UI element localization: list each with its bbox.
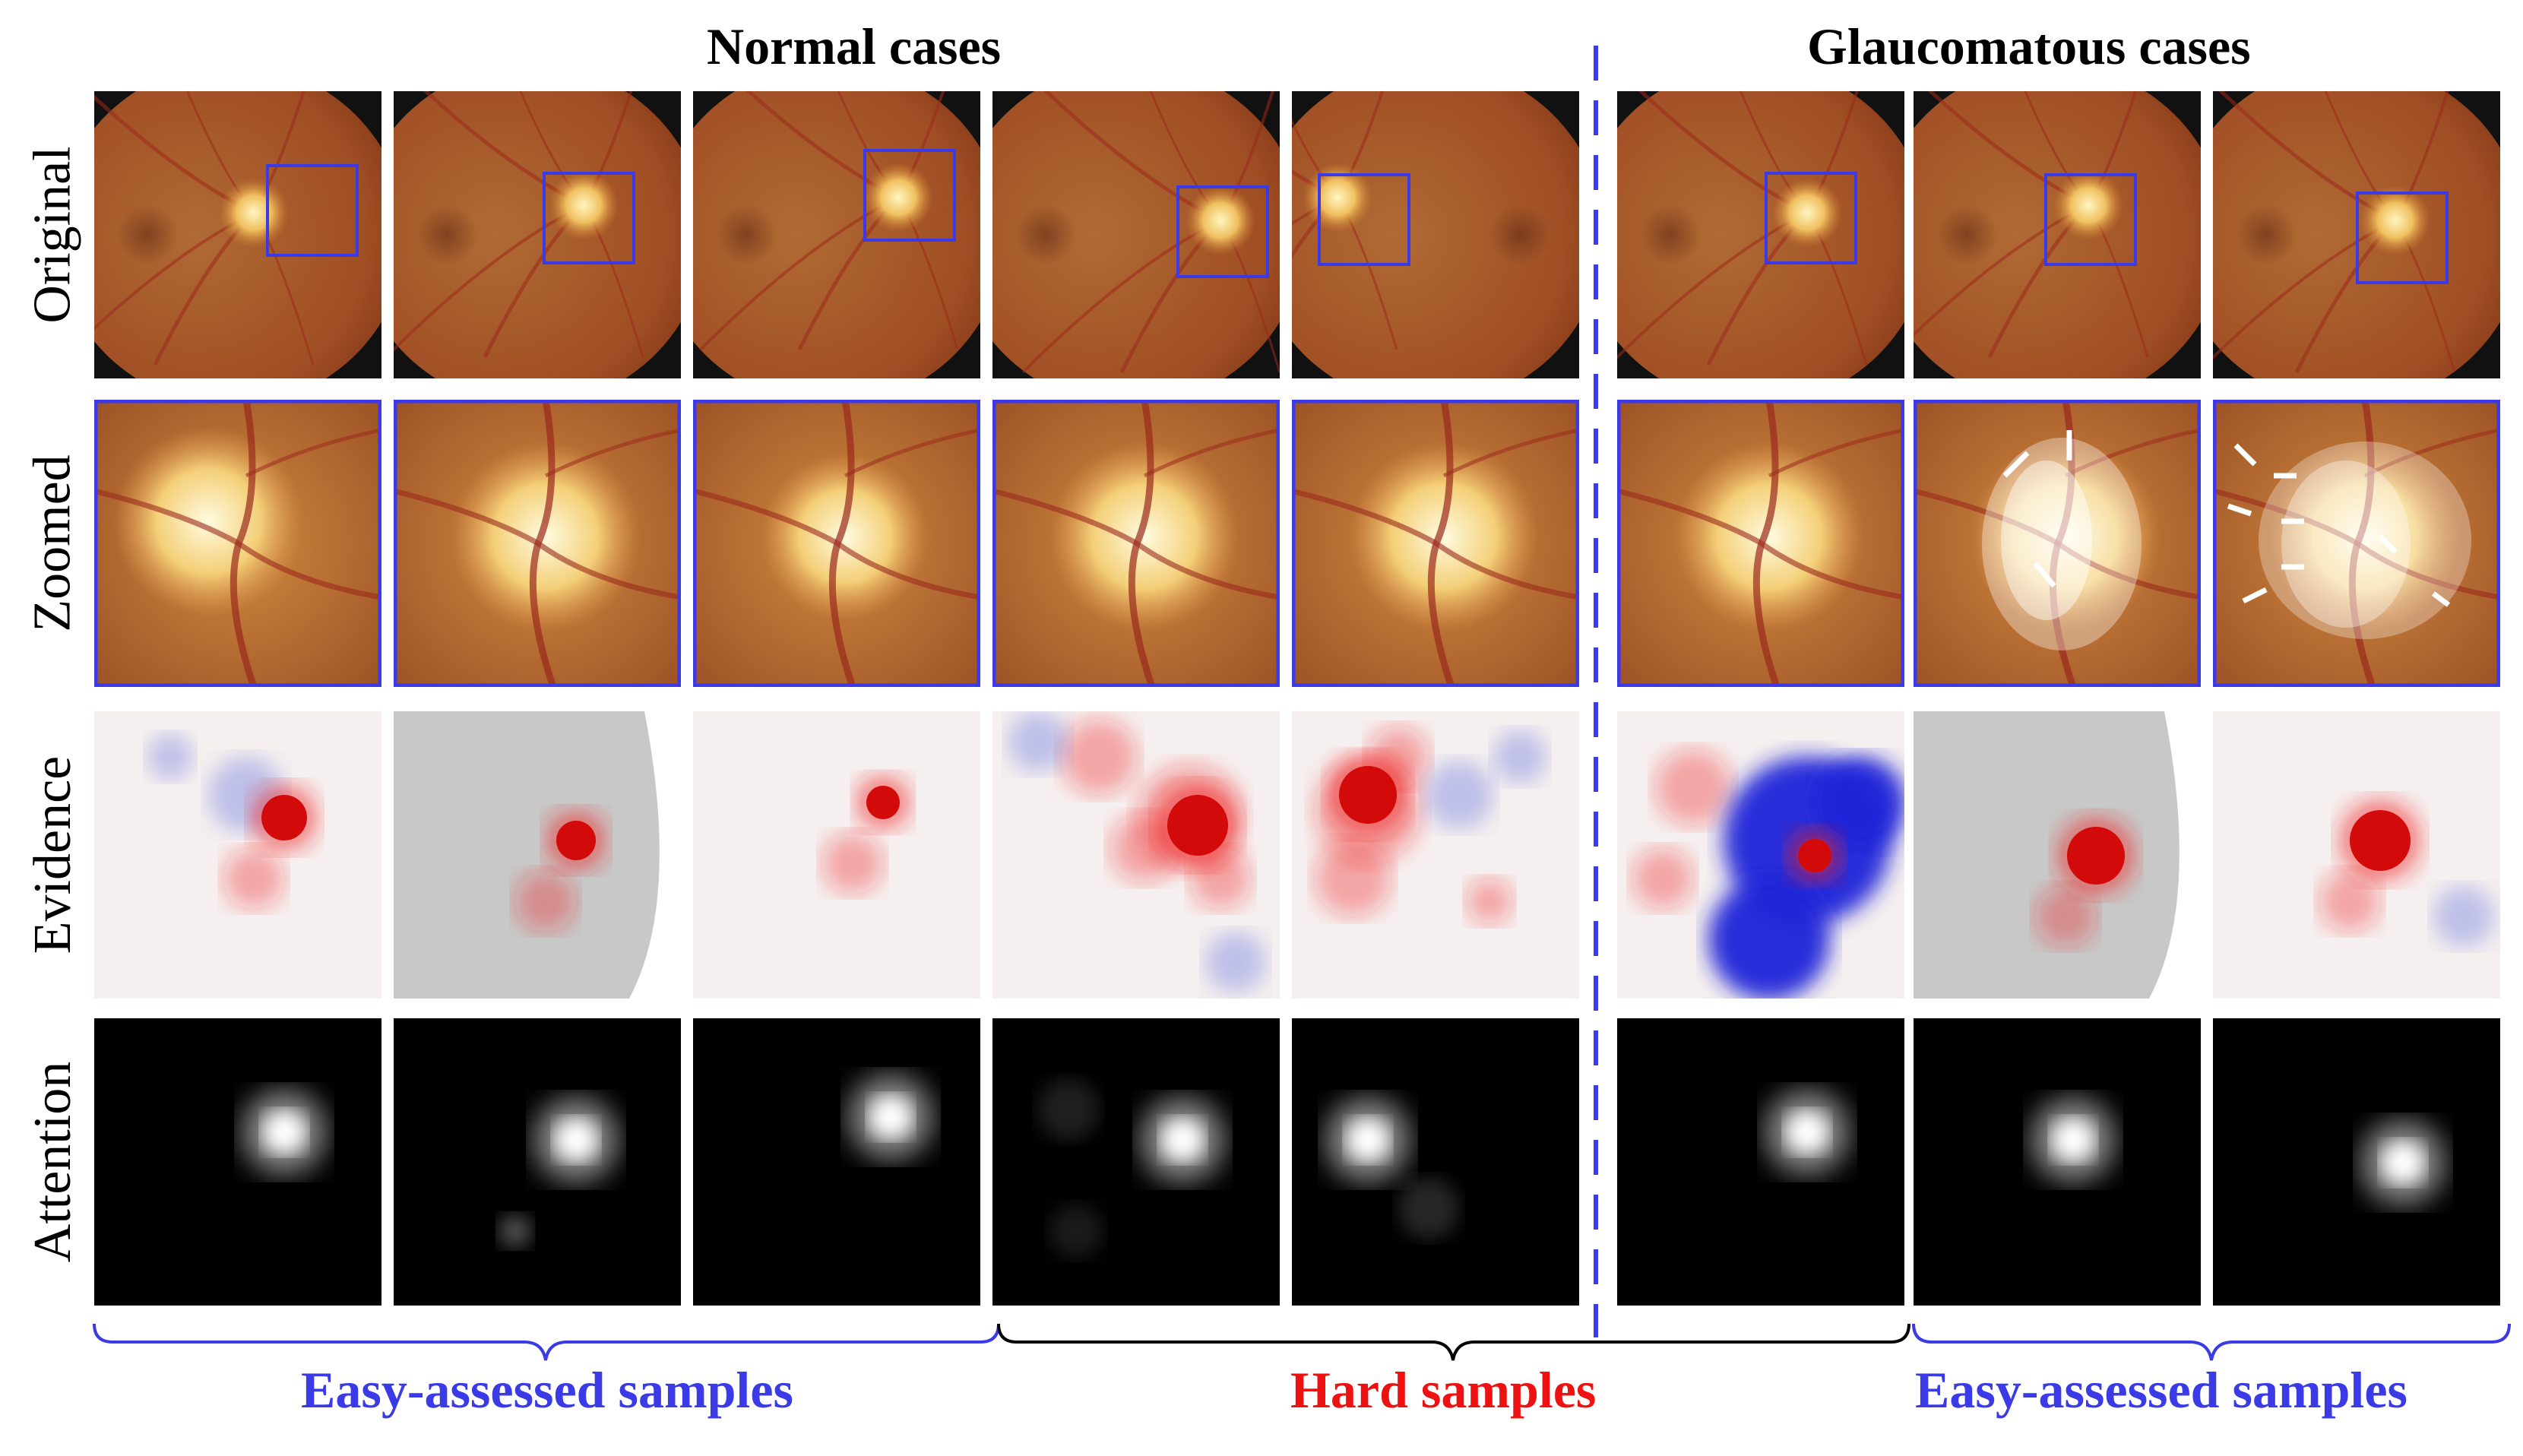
zoomed-image-1 [94,400,381,687]
attention-image-2 [394,1018,681,1306]
original-image-5 [1292,91,1579,378]
label-easy-assessed-left: Easy-assessed samples [301,1361,793,1419]
original-image-1 [94,91,381,378]
evidence-image-2 [394,711,681,999]
zoomed-image-5 [1292,400,1579,687]
original-image-2 [394,91,681,378]
evidence-image-6 [1617,711,1904,999]
evidence-image-4 [992,711,1280,999]
original-image-4 [992,91,1280,378]
original-image-6 [1617,91,1904,378]
label-easy-assessed-right: Easy-assessed samples [1915,1361,2407,1419]
label-hard-samples: Hard samples [1290,1361,1597,1419]
attention-image-5 [1292,1018,1579,1306]
attention-image-7 [1914,1018,2201,1306]
evidence-image-7 [1914,711,2201,999]
zoomed-image-8 [2213,400,2500,687]
evidence-image-8 [2213,711,2500,999]
brace-hard [997,1323,1910,1361]
zoomed-image-7 [1914,400,2201,687]
brace-easy-right [1912,1323,2511,1361]
title-normal-cases: Normal cases [707,17,1002,75]
evidence-image-5 [1292,711,1579,999]
original-image-8 [2213,91,2500,378]
attention-image-4 [992,1018,1280,1306]
attention-image-1 [94,1018,381,1306]
attention-image-8 [2213,1018,2500,1306]
original-image-7 [1914,91,2201,378]
brace-easy-left [93,1323,1000,1361]
evidence-image-1 [94,711,381,999]
title-glaucomatous-cases: Glaucomatous cases [1807,17,2251,75]
evidence-image-3 [693,711,980,999]
attention-image-6 [1617,1018,1904,1306]
attention-image-3 [693,1018,980,1306]
zoomed-image-6 [1617,400,1904,687]
zoomed-image-3 [693,400,980,687]
zoomed-image-4 [992,400,1280,687]
zoomed-image-2 [394,400,681,687]
original-image-3 [693,91,980,378]
